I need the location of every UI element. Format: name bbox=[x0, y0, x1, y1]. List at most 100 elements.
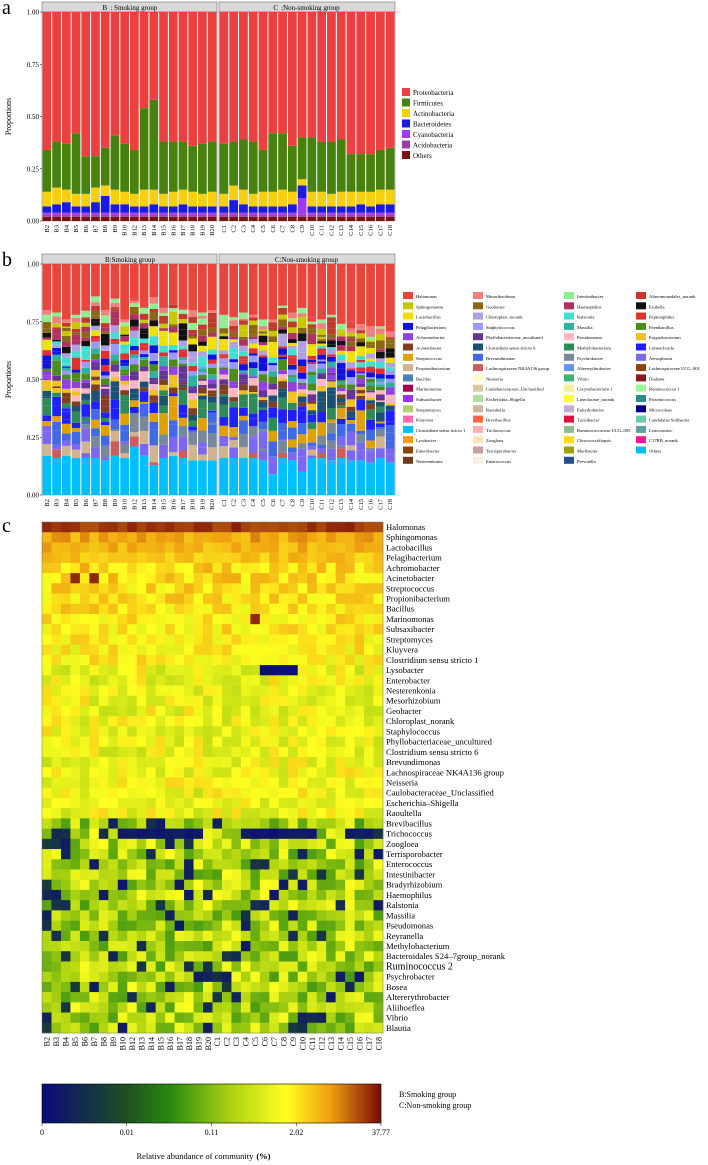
bar-a-firmicutes-C13 bbox=[336, 139, 346, 192]
heatmap-cell bbox=[326, 675, 336, 686]
bar-b-segment-B20 bbox=[207, 396, 217, 403]
bar-b-segment-B6 bbox=[81, 350, 91, 356]
heatmap-cell bbox=[335, 808, 346, 819]
heatmap-cell bbox=[364, 787, 374, 799]
heatmap-cell bbox=[316, 818, 327, 829]
heatmap-cell bbox=[70, 961, 81, 972]
heatmap-cell bbox=[89, 838, 100, 850]
legend-b-swatch bbox=[564, 384, 574, 392]
legend-b-label: Dialister bbox=[649, 376, 665, 381]
heatmap-cell bbox=[259, 859, 270, 870]
bar-b-segment-B9 bbox=[110, 441, 120, 456]
bar-a-others-B12 bbox=[130, 216, 139, 221]
heatmap-cell bbox=[98, 961, 109, 972]
heatmap-cell bbox=[193, 593, 204, 605]
heatmap-cell bbox=[108, 828, 119, 840]
heatmap-cell bbox=[364, 757, 374, 768]
bar-b-segment-B2 bbox=[42, 415, 52, 422]
heatmap-cell bbox=[146, 879, 156, 891]
heatmap-cell bbox=[127, 930, 138, 942]
heatmap-cell bbox=[373, 634, 384, 645]
heatmap-cell bbox=[79, 951, 90, 962]
heatmap-row-label: Clostridium sensu stricto 6 bbox=[386, 747, 479, 757]
bar-b-segment-B7 bbox=[91, 370, 100, 377]
heatmap-cell bbox=[203, 562, 213, 574]
heatmap-cell bbox=[146, 777, 156, 789]
heatmap-cell bbox=[221, 981, 232, 993]
heatmap-cell bbox=[79, 900, 90, 911]
bar-b-segment-B2 bbox=[42, 380, 52, 386]
heatmap-cell bbox=[326, 889, 336, 901]
bar-b-segment-B5 bbox=[71, 334, 81, 341]
heatmap-cell bbox=[250, 971, 261, 983]
bar-b-segment-B6 bbox=[81, 317, 91, 323]
bar-b-segment-C8 bbox=[287, 376, 297, 382]
bar-b-segment-B14 bbox=[149, 421, 159, 430]
legend-b-label: Enterococcus bbox=[486, 459, 511, 464]
bar-b-segment-C15 bbox=[356, 367, 366, 373]
heatmap-cell bbox=[136, 869, 147, 880]
legend-b-swatch bbox=[403, 322, 413, 330]
bar-b-segment-C13 bbox=[336, 363, 346, 369]
heatmap-cell bbox=[250, 583, 261, 594]
heatmap-cell bbox=[51, 522, 62, 533]
legend-b-label: Others bbox=[649, 449, 661, 454]
heatmap-cell bbox=[316, 624, 327, 635]
bar-a-others-B7 bbox=[91, 216, 100, 221]
bar-b-segment-C11 bbox=[317, 363, 327, 369]
bar-a-others-C14 bbox=[346, 216, 356, 221]
heatmap-cell bbox=[136, 624, 147, 635]
legend-b-label: Geobacter bbox=[486, 304, 505, 309]
heatmap-cell bbox=[60, 542, 71, 553]
heatmap-cell bbox=[165, 920, 175, 932]
heatmap-cell bbox=[79, 849, 90, 860]
heatmap-cell bbox=[108, 879, 119, 891]
legend-b-swatch bbox=[636, 446, 646, 454]
heatmap-cell bbox=[98, 665, 109, 676]
heatmap-cell bbox=[165, 910, 175, 921]
bar-a-acidobacteria-B8 bbox=[100, 214, 110, 217]
heatmap-cell bbox=[250, 532, 261, 543]
bar-b-segment-C17 bbox=[375, 340, 385, 343]
heatmap-cell bbox=[79, 1012, 90, 1024]
bar-a-proteobacteria-C17 bbox=[375, 12, 385, 150]
heatmap-cell bbox=[127, 767, 138, 778]
heatmap-cell bbox=[373, 685, 384, 697]
bar-b-segment-C15 bbox=[356, 346, 366, 352]
heatmap-cell bbox=[297, 992, 308, 1003]
heatmap-cell bbox=[98, 613, 109, 625]
bar-b-segment-B19 bbox=[198, 315, 207, 319]
bar-b-segment-C15 bbox=[356, 395, 366, 400]
bar-b-segment-B12 bbox=[130, 375, 139, 381]
heatmap-cell bbox=[184, 736, 194, 748]
bar-b-segment-C6 bbox=[268, 456, 278, 462]
heatmap-cell bbox=[60, 992, 71, 1003]
heatmap-cell bbox=[345, 767, 355, 778]
bar-b-segment-B15 bbox=[159, 390, 168, 396]
heatmap-cell bbox=[146, 971, 156, 983]
heatmap-cell bbox=[250, 777, 261, 789]
bar-a-bacteroidetes-C7 bbox=[278, 206, 287, 213]
bar-b-segment-B2 bbox=[42, 421, 52, 426]
heatmap-cell bbox=[108, 777, 119, 789]
heatmap-cell bbox=[316, 767, 327, 778]
bar-b-segment-C4 bbox=[248, 353, 258, 356]
bar-b-segment-B13 bbox=[139, 409, 149, 417]
heatmap-cell bbox=[250, 910, 261, 921]
legend-b-swatch bbox=[403, 456, 413, 464]
bar-b-segment-B15 bbox=[159, 315, 168, 321]
heatmap-cell bbox=[278, 787, 289, 799]
bar-b-segment-B12 bbox=[130, 345, 139, 351]
heatmap-cell bbox=[98, 797, 109, 809]
bar-b-segment-B15 bbox=[159, 395, 168, 406]
heatmap-cell bbox=[108, 859, 119, 870]
heatmap-cell bbox=[373, 665, 384, 676]
bar-b-segment-C9 bbox=[297, 372, 307, 379]
bar-b-segment-C13 bbox=[336, 436, 346, 446]
panel-letter-b: b bbox=[2, 249, 12, 271]
heatmap-row-label: Staphylococcus bbox=[386, 726, 441, 736]
bar-b-segment-C12 bbox=[327, 338, 336, 341]
legend-b-swatch bbox=[403, 436, 413, 444]
heatmap-cell bbox=[335, 1022, 346, 1034]
heatmap-cell bbox=[250, 746, 261, 758]
